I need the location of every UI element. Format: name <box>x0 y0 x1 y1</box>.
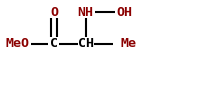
Text: Me: Me <box>120 37 136 50</box>
Text: CH: CH <box>77 37 93 50</box>
Text: MeO: MeO <box>6 37 30 50</box>
Text: C: C <box>50 37 58 50</box>
Text: OH: OH <box>115 6 131 19</box>
Text: O: O <box>50 6 58 19</box>
Text: NH: NH <box>77 6 93 19</box>
